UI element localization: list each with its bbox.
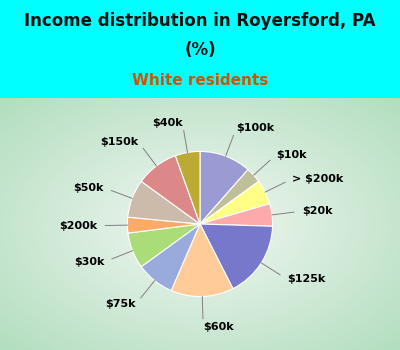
- Wedge shape: [171, 224, 233, 296]
- Text: > $200k: > $200k: [292, 174, 344, 184]
- Text: $30k: $30k: [74, 257, 104, 267]
- Wedge shape: [128, 181, 200, 224]
- Wedge shape: [128, 224, 200, 267]
- Wedge shape: [200, 224, 272, 289]
- Text: $60k: $60k: [203, 322, 234, 332]
- Wedge shape: [200, 152, 248, 224]
- Wedge shape: [141, 224, 200, 290]
- Text: $75k: $75k: [105, 299, 136, 309]
- Text: $40k: $40k: [152, 118, 182, 128]
- Text: $200k: $200k: [59, 220, 97, 231]
- Text: $150k: $150k: [100, 137, 138, 147]
- Wedge shape: [200, 204, 272, 226]
- Wedge shape: [176, 152, 200, 224]
- Text: White residents: White residents: [132, 73, 268, 88]
- Text: $125k: $125k: [287, 274, 325, 284]
- Wedge shape: [128, 217, 200, 233]
- Text: $50k: $50k: [74, 183, 104, 193]
- Wedge shape: [200, 169, 259, 224]
- Wedge shape: [200, 181, 270, 224]
- Text: $100k: $100k: [236, 123, 274, 133]
- Text: (%): (%): [184, 41, 216, 59]
- Text: Income distribution in Royersford, PA: Income distribution in Royersford, PA: [24, 12, 376, 30]
- Text: $10k: $10k: [276, 150, 306, 160]
- Text: $20k: $20k: [302, 206, 332, 216]
- Wedge shape: [141, 156, 200, 224]
